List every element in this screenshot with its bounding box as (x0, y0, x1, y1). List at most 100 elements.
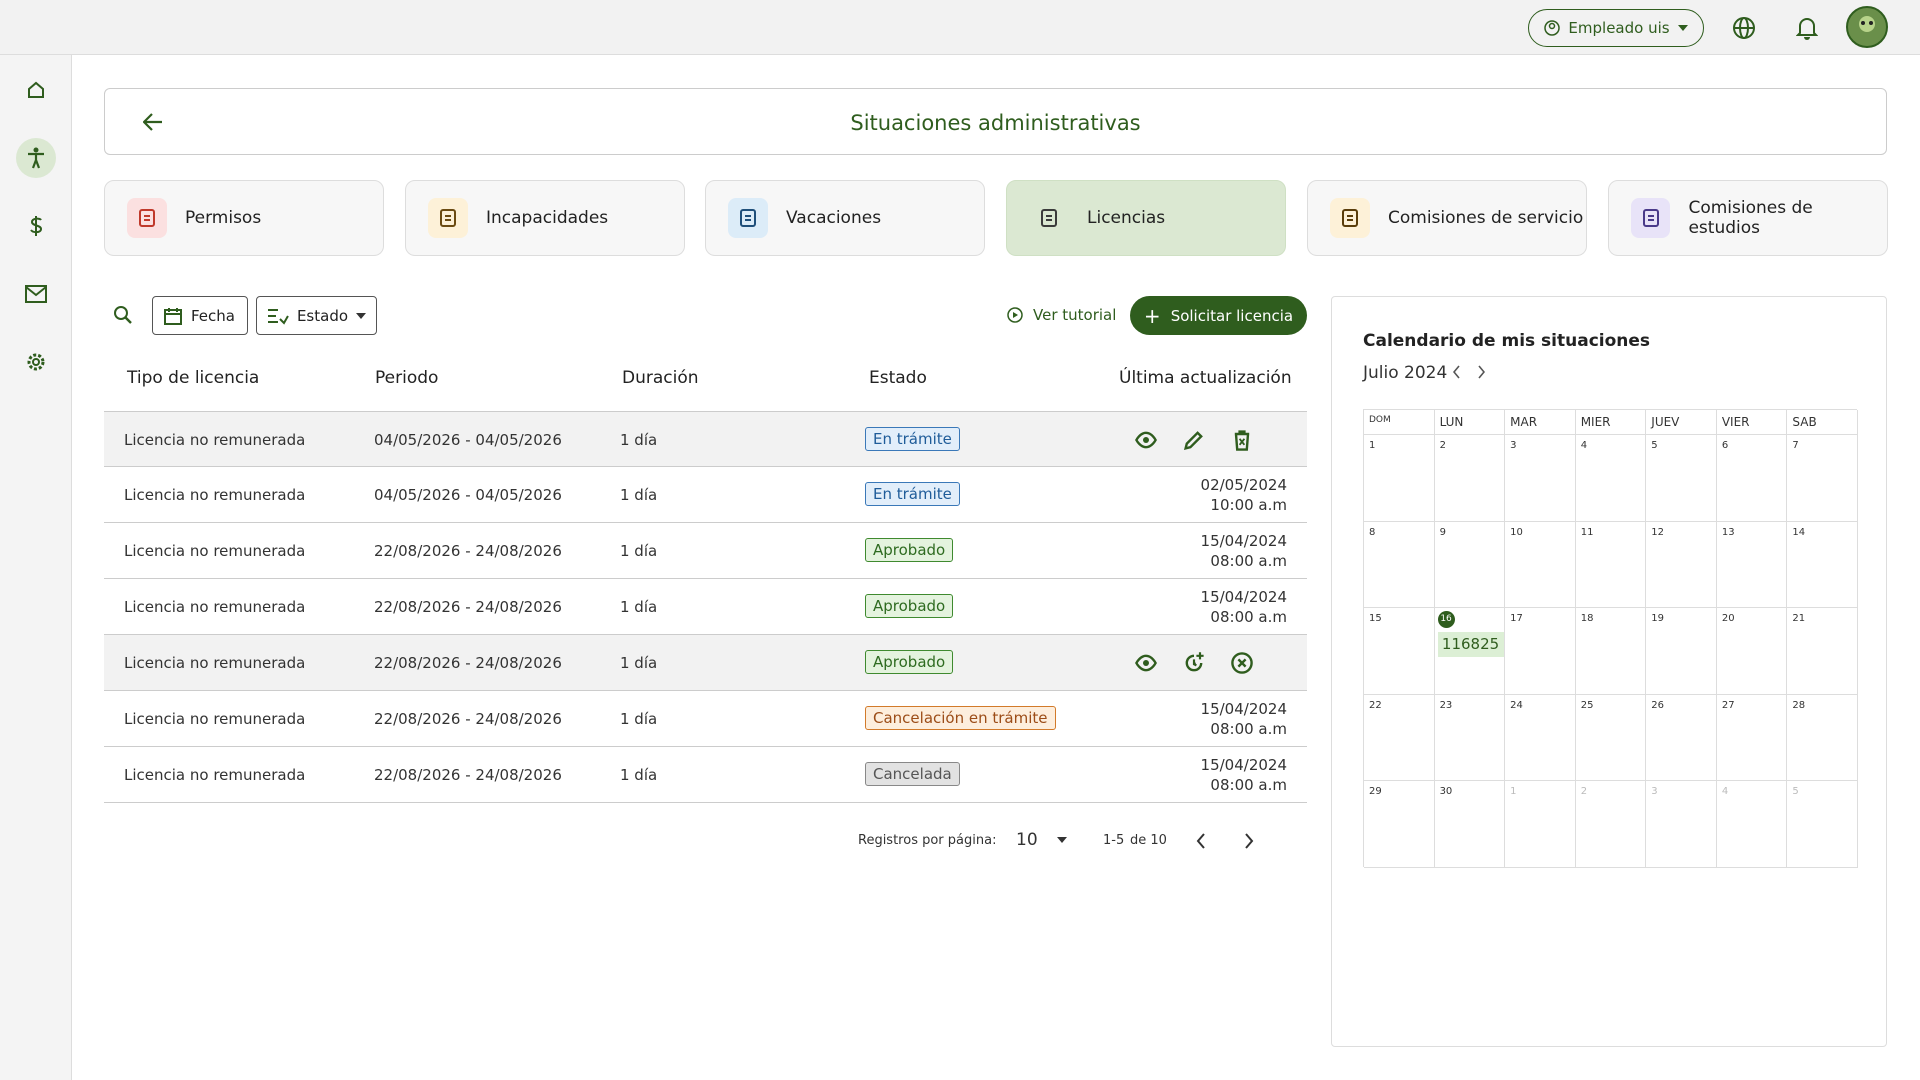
request-button[interactable]: + Solicitar licencia (1130, 296, 1307, 335)
day-cell[interactable]: 8 (1364, 521, 1435, 609)
day-cell[interactable]: 26 (1646, 694, 1717, 782)
tab[interactable]: Vacaciones (705, 180, 985, 256)
day-cell[interactable]: 2 (1575, 781, 1647, 868)
day-cell[interactable]: 21 (1787, 608, 1858, 695)
day-cell[interactable]: 13 (1716, 521, 1788, 609)
tab[interactable]: Permisos (104, 180, 384, 256)
day-cell[interactable]: 4 (1716, 781, 1788, 868)
day-cell[interactable]: 17 (1505, 608, 1576, 695)
weekday-label: DOM (1369, 415, 1391, 425)
day-cell[interactable]: 1 (1364, 435, 1435, 522)
edit-action[interactable] (1182, 428, 1206, 452)
date-filter[interactable]: Fecha (152, 296, 248, 335)
day-cell[interactable]: 5 (1787, 781, 1858, 868)
day-cell[interactable]: 29 (1364, 781, 1435, 868)
table-row[interactable]: Licencia no remunerada 04/05/2026 - 04/05… (104, 467, 1307, 523)
tab-icon (1330, 198, 1370, 238)
status-filter-label: Estado (296, 306, 349, 325)
prev-month[interactable] (1453, 365, 1461, 379)
next-month[interactable] (1477, 365, 1485, 379)
calendar-event[interactable]: 116825 (1437, 632, 1504, 658)
day-cell[interactable]: 14 (1787, 521, 1858, 609)
day-number: 20 (1721, 613, 1735, 625)
period: 22/08/2026 - 24/08/2026 (374, 542, 562, 560)
day-number: 22 (1369, 699, 1382, 711)
back-button[interactable] (143, 113, 163, 131)
day-cell[interactable]: 16 116825 (1434, 608, 1506, 695)
day-cell[interactable]: 10 (1505, 521, 1576, 609)
column-header: Última actualización (1119, 368, 1292, 388)
day-number: 30 (1439, 786, 1453, 798)
day-cell[interactable]: 15 (1364, 608, 1435, 695)
settings-icon[interactable] (16, 342, 56, 382)
table-row[interactable]: Licencia no remunerada 22/08/2026 - 24/08… (104, 635, 1307, 691)
tab[interactable]: Licencias (1006, 180, 1286, 256)
next-page[interactable] (1244, 833, 1254, 849)
table-row[interactable]: Licencia no remunerada 04/05/2026 - 04/05… (104, 411, 1307, 467)
last-update: 15/04/2024 08:00 a.m (1201, 755, 1287, 795)
period: 04/05/2026 - 04/05/2026 (374, 431, 562, 449)
day-number: 17 (1510, 613, 1523, 625)
status-badge: Aprobado (865, 594, 954, 618)
view-action[interactable] (1134, 428, 1158, 452)
day-cell[interactable]: 2 (1434, 435, 1506, 522)
day-number: 14 (1792, 526, 1806, 538)
status-filter[interactable]: Estado (256, 296, 377, 335)
per-page-value[interactable]: 10 (1016, 830, 1038, 850)
update-date: 15/04/2024 (1200, 532, 1287, 550)
day-cell[interactable]: 27 (1716, 694, 1788, 782)
day-cell[interactable]: 1 (1505, 781, 1576, 868)
tab-icon (1631, 198, 1671, 238)
last-update: 15/04/2024 08:00 a.m (1201, 587, 1287, 627)
prev-page[interactable] (1196, 833, 1206, 849)
day-cell[interactable]: 6 (1716, 435, 1788, 522)
tutorial-link[interactable]: Ver tutorial (1007, 306, 1116, 324)
user-menu[interactable]: Empleado uis (1528, 9, 1704, 47)
day-cell[interactable]: 30 (1434, 781, 1506, 868)
day-cell[interactable]: 19 (1646, 608, 1717, 695)
weekday: LUN (1434, 410, 1506, 435)
table-row[interactable]: Licencia no remunerada 22/08/2026 - 24/08… (104, 691, 1307, 747)
day-cell[interactable]: 3 (1646, 781, 1717, 868)
period: 22/08/2026 - 24/08/2026 (374, 654, 562, 672)
table-row[interactable]: Licencia no remunerada 22/08/2026 - 24/08… (104, 747, 1307, 803)
day-cell[interactable]: 3 (1505, 435, 1576, 522)
tab-label: Comisiones de estudios (1688, 198, 1813, 238)
update-time: 08:00 a.m (1210, 552, 1287, 570)
home-icon[interactable] (16, 70, 56, 110)
day-cell[interactable]: 4 (1575, 435, 1647, 522)
day-cell[interactable]: 25 (1575, 694, 1647, 782)
extend-action[interactable] (1182, 651, 1206, 675)
language-icon[interactable] (1732, 16, 1756, 40)
tab[interactable]: Comisiones de estudios (1608, 180, 1888, 256)
period: 04/05/2026 - 04/05/2026 (374, 486, 562, 504)
day-cell[interactable]: 22 (1364, 694, 1435, 782)
accessibility-icon[interactable] (16, 138, 56, 178)
day-cell[interactable]: 20 (1716, 608, 1788, 695)
avatar[interactable] (1846, 6, 1888, 48)
day-cell[interactable]: 28 (1787, 694, 1858, 782)
delete-action[interactable] (1230, 428, 1254, 452)
cancel-action[interactable] (1230, 651, 1254, 675)
status-badge: Aprobado (865, 650, 954, 674)
tab[interactable]: Incapacidades (405, 180, 685, 256)
day-cell[interactable]: 24 (1505, 694, 1576, 782)
day-cell[interactable]: 7 (1787, 435, 1858, 522)
day-cell[interactable]: 23 (1434, 694, 1506, 782)
day-cell[interactable]: 12 (1646, 521, 1717, 609)
day-cell[interactable]: 5 (1646, 435, 1717, 522)
payments-icon[interactable] (16, 206, 56, 246)
day-cell[interactable]: 11 (1575, 521, 1647, 609)
weekday: MIER (1575, 410, 1647, 435)
tab[interactable]: Comisiones de servicio (1307, 180, 1587, 256)
day-cell[interactable]: 18 (1575, 608, 1647, 695)
mail-icon[interactable] (16, 274, 56, 314)
license-type: Licencia no remunerada (124, 654, 306, 672)
table-row[interactable]: Licencia no remunerada 22/08/2026 - 24/08… (104, 523, 1307, 579)
day-cell[interactable]: 9 (1434, 521, 1506, 609)
request-label: Solicitar licencia (1170, 306, 1294, 325)
view-action[interactable] (1134, 651, 1158, 675)
table-row[interactable]: Licencia no remunerada 22/08/2026 - 24/08… (104, 579, 1307, 635)
search-icon[interactable] (113, 305, 133, 329)
notifications-icon[interactable] (1796, 16, 1818, 40)
